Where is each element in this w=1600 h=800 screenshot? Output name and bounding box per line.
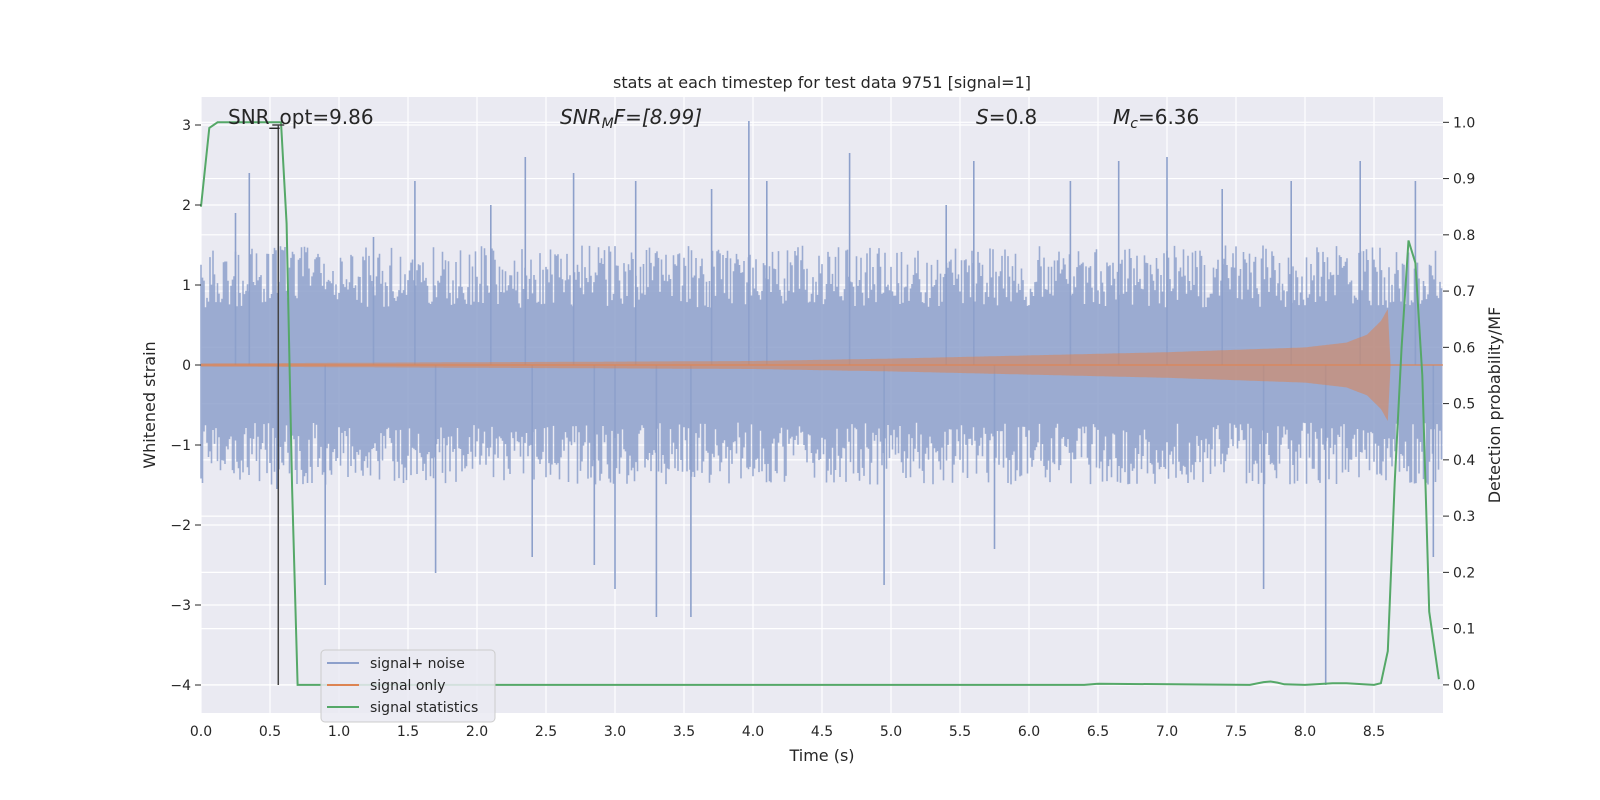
y-left-axis-label: Whitened strain [140,341,159,468]
y-right-tick-label: 0.8 [1453,228,1475,244]
legend-label-signal-only: signal only [370,678,445,694]
x-axis-label: Time (s) [788,746,854,765]
x-tick-label: 6.0 [1018,724,1040,740]
y-right-tick-label: 0.1 [1453,622,1475,638]
legend-box [320,649,496,723]
y-right-tick-label: 0.7 [1453,284,1475,300]
y-left-tick-label: 2 [182,198,191,214]
x-tick-label: 1.5 [397,724,419,740]
x-axis-ticks: 0.0 0.5 1.0 1.5 2.0 2.5 3.0 3.5 4.0 4.5 5.0 5.5 6.0 6… [190,724,1385,740]
x-tick-label: 7.5 [1225,724,1247,740]
y-left-tick-label: −4 [170,678,191,694]
y-right-tick-label: 0.4 [1453,453,1475,469]
y-right-axis-label: Detection probability/MF [1485,307,1504,504]
y-right-tick-label: 0.5 [1453,397,1475,413]
x-tick-label: 2.5 [535,724,557,740]
x-tick-label: 1.0 [328,724,350,740]
x-tick-label: 7.0 [1156,724,1178,740]
x-tick-label: 2.0 [466,724,488,740]
legend: signal+ noise signal only signal statist… [320,649,496,723]
signal-statistics-series [200,121,1440,686]
chart-title: stats at each timestep for test data 975… [613,73,1031,92]
x-tick-label: 3.5 [673,724,695,740]
y-right-tick-label: 0.2 [1453,565,1475,581]
y-left-tick-label: −2 [170,518,191,534]
y-right-tick-label: 0.6 [1453,340,1475,356]
y-left-tick-label: −1 [170,438,191,454]
x-tick-label: 6.5 [1087,724,1109,740]
y-left-tick-label: 3 [182,118,191,134]
legend-label-signal-statistics: signal statistics [370,700,478,716]
y-left-tick-label: 1 [182,278,191,294]
y-right-tick-label: 0.0 [1453,678,1475,694]
x-tick-label: 4.0 [742,724,764,740]
y-left-axis-ticks: 3 2 1 0 −1 −2 −3 −4 [170,118,201,694]
legend-label-signal-noise: signal+ noise [370,656,465,672]
y-right-tick-label: 0.3 [1453,509,1475,525]
signal-only-series [201,309,1443,421]
x-tick-label: 8.0 [1294,724,1316,740]
signal-noise-series [200,121,1443,685]
x-tick-label: 5.0 [880,724,902,740]
y-left-tick-label: −3 [170,598,191,614]
annotation-snr-opt: SNR_opt=9.86 [228,105,374,129]
y-right-tick-label: 1.0 [1453,115,1475,131]
y-right-tick-label: 0.9 [1453,172,1475,188]
marker-line [272,124,285,685]
x-tick-label: 5.5 [949,724,971,740]
signal-statistics-line [200,121,1440,686]
x-tick-label: 3.0 [604,724,626,740]
x-tick-label: 0.5 [259,724,281,740]
x-tick-label: 4.5 [811,724,833,740]
annotation-mc: Mc=6.36 [1113,105,1199,132]
annotation-s: S=0.8 [976,105,1037,129]
y-left-tick-label: 0 [182,358,191,374]
annotation-snr-mf: SNRMF=[8.99] [560,105,702,132]
x-tick-label: 0.0 [190,724,212,740]
x-tick-label: 8.5 [1363,724,1385,740]
y-right-axis-ticks: 1.0 0.9 0.8 0.7 0.6 0.5 0.4 0.3 0.2 0.1 0.0 [1443,115,1475,694]
